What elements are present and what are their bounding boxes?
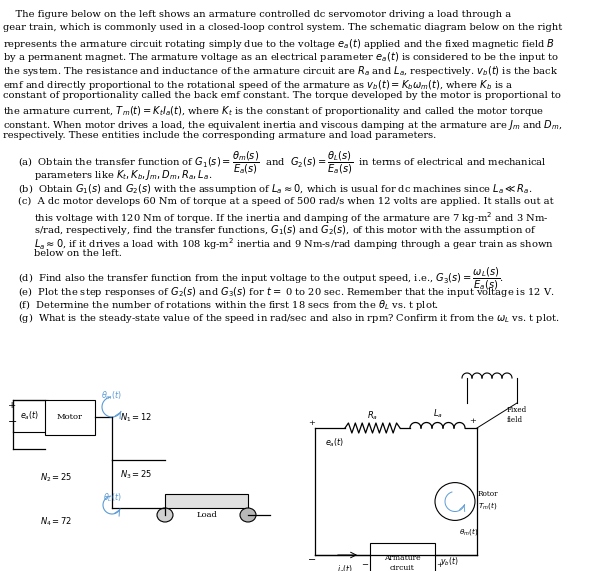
Text: (f)  Determine the number of rotations within the first 18 secs from the $\theta: (f) Determine the number of rotations wi… <box>18 298 439 312</box>
Text: $\theta_L(t)$: $\theta_L(t)$ <box>103 492 121 505</box>
Text: Rotor: Rotor <box>478 490 498 498</box>
Text: by a permanent magnet. The armature voltage as an electrical parameter $e_a(t)$ : by a permanent magnet. The armature volt… <box>3 50 559 65</box>
Text: $N_4 = 72$: $N_4 = 72$ <box>40 516 72 528</box>
Text: constant. When motor drives a load, the equivalent inertia and viscous damping a: constant. When motor drives a load, the … <box>3 118 563 132</box>
Text: $\theta_m(t)$: $\theta_m(t)$ <box>459 526 478 537</box>
Text: the armature current, $T_m(t) = K_t I_a(t)$, where $K_t$ is the constant of prop: the armature current, $T_m(t) = K_t I_a(… <box>3 104 544 119</box>
Text: (c)  A dc motor develops 60 Nm of torque at a speed of 500 rad/s when 12 volts a: (c) A dc motor develops 60 Nm of torque … <box>18 197 554 206</box>
Text: the system. The resistance and inductance of the armature circuit are $R_a$ and : the system. The resistance and inductanc… <box>3 64 559 78</box>
Text: Fixed: Fixed <box>507 406 527 414</box>
Text: constant of proportionality called the back emf constant. The torque developed b: constant of proportionality called the b… <box>3 91 561 100</box>
Text: −: − <box>362 561 368 569</box>
Text: $R_a$: $R_a$ <box>367 410 378 422</box>
Text: +: + <box>437 561 443 569</box>
Text: $e_a(t)$: $e_a(t)$ <box>325 437 344 449</box>
Text: s/rad, respectively, find the transfer functions, $G_1(s)$ and $G_2(s)$, of this: s/rad, respectively, find the transfer f… <box>34 223 537 237</box>
Text: (g)  What is the steady-state value of the speed in rad/sec and also in rpm? Con: (g) What is the steady-state value of th… <box>18 311 559 325</box>
Text: Motor: Motor <box>57 413 83 421</box>
Text: (e)  Plot the step responses of $G_2(s)$ and $G_3(s)$ for $t=$ 0 to 20 sec. Reme: (e) Plot the step responses of $G_2(s)$ … <box>18 285 554 299</box>
FancyBboxPatch shape <box>45 400 95 435</box>
Text: $e_a(t)$: $e_a(t)$ <box>21 410 40 422</box>
Text: −: − <box>8 417 18 427</box>
Ellipse shape <box>240 508 256 522</box>
Text: Load: Load <box>196 511 217 519</box>
Text: $i_a(t)$: $i_a(t)$ <box>337 564 353 571</box>
Text: represents the armature circuit rotating simply due to the voltage $e_a(t)$ appl: represents the armature circuit rotating… <box>3 37 555 51</box>
Text: parameters like $K_t, K_b, J_m, D_m, R_a, L_a$.: parameters like $K_t, K_b, J_m, D_m, R_a… <box>34 168 212 182</box>
Text: $N_2 = 25$: $N_2 = 25$ <box>40 472 72 484</box>
Text: emf and directly proportional to the rotational speed of the armature as $v_b(t): emf and directly proportional to the rot… <box>3 78 513 91</box>
Text: −: − <box>308 556 316 565</box>
Text: below on the left.: below on the left. <box>34 249 122 258</box>
Text: $L_a \approx 0$, if it drives a load with 108 kg-m$^2$ inertia and 9 Nm-s/rad da: $L_a \approx 0$, if it drives a load wit… <box>34 236 554 252</box>
Ellipse shape <box>157 508 173 522</box>
Text: $N_3 = 25$: $N_3 = 25$ <box>120 469 152 481</box>
Text: $v_b(t)$: $v_b(t)$ <box>440 555 458 568</box>
Text: circuit: circuit <box>390 564 415 571</box>
Text: gear train, which is commonly used in a closed-loop control system. The schemati: gear train, which is commonly used in a … <box>3 23 562 33</box>
Text: +: + <box>469 417 477 425</box>
Text: field: field <box>507 416 523 424</box>
Text: The figure below on the left shows an armature controlled dc servomotor driving : The figure below on the left shows an ar… <box>3 10 511 19</box>
Text: $N_1 = 12$: $N_1 = 12$ <box>120 412 152 424</box>
Text: $\theta_m(t)$: $\theta_m(t)$ <box>101 390 123 403</box>
Text: (a)  Obtain the transfer function of $G_1(s) = \dfrac{\theta_m(s)}{E_a(s)}$  and: (a) Obtain the transfer function of $G_1… <box>18 149 547 176</box>
Text: +: + <box>309 419 315 427</box>
Text: +: + <box>8 400 16 409</box>
Bar <box>370 543 435 571</box>
FancyBboxPatch shape <box>13 400 48 432</box>
Text: respectively. These entities include the corresponding armature and load paramet: respectively. These entities include the… <box>3 131 436 140</box>
Text: (b)  Obtain $G_1(s)$ and $G_2(s)$ with the assumption of $L_a \approx 0$, which : (b) Obtain $G_1(s)$ and $G_2(s)$ with th… <box>18 182 533 196</box>
Text: $T_m(t)$: $T_m(t)$ <box>478 500 498 511</box>
Text: $L_a$: $L_a$ <box>432 408 443 420</box>
Text: (d)  Find also the transfer function from the input voltage to the output speed,: (d) Find also the transfer function from… <box>18 265 504 292</box>
Text: this voltage with 120 Nm of torque. If the inertia and damping of the armature a: this voltage with 120 Nm of torque. If t… <box>34 210 548 226</box>
Bar <box>165 494 248 508</box>
Text: Armature: Armature <box>384 553 421 561</box>
